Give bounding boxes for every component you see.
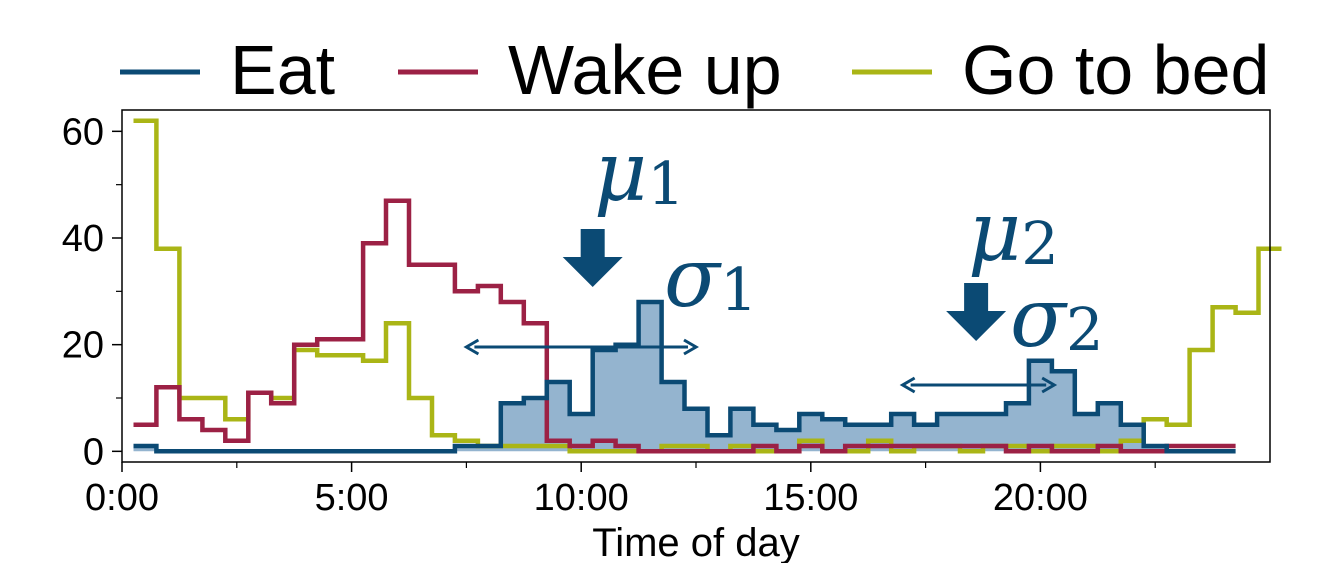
mean-arrow-shaft [580, 229, 605, 259]
std-arrow-right-head [1041, 376, 1058, 394]
std-arrow-1 [463, 338, 699, 356]
x-tick-label: 20:00 [993, 477, 1088, 519]
x-axis-label: Time of day [592, 521, 799, 563]
sigma-1-label: σ1 [664, 231, 758, 326]
y-tick-label: 60 [62, 111, 104, 153]
sigma-2-label: σ2 [1010, 271, 1104, 366]
mean-arrow-1 [562, 229, 623, 287]
x-axis-ticks: 0:00 5:00 10:00 15:00 20:00 [85, 462, 1156, 519]
mean-arrow-head [562, 257, 623, 287]
x-tick-label: 15:00 [763, 477, 858, 519]
series-line-wake-up [133, 198, 1236, 454]
std-arrow-right-head [683, 338, 699, 356]
mean-arrow-2 [946, 283, 1007, 341]
y-tick-label: 40 [62, 218, 104, 260]
legend-label: Eat [230, 31, 335, 109]
eat-area-fill [133, 302, 1236, 452]
mean-arrow-head [946, 311, 1007, 341]
series-line-eat [133, 299, 1236, 454]
mean-arrow-shaft [964, 283, 989, 313]
x-tick-label: 10:00 [534, 477, 629, 519]
mu-2-label: μ2 [968, 185, 1059, 280]
series-line-go-to-bed [133, 118, 1282, 454]
x-tick-label: 5:00 [315, 477, 389, 519]
y-tick-label: 20 [62, 325, 104, 367]
y-tick-label: 0 [83, 431, 104, 473]
mu-1-label: μ1 [594, 125, 685, 220]
y-axis-ticks: 0 20 40 60 [62, 111, 122, 473]
legend-label: Go to bed [962, 31, 1269, 109]
series-layer [133, 118, 1282, 454]
std-arrow-left-head [463, 338, 480, 356]
std-arrow-left-head [899, 376, 916, 394]
std-arrow-2 [899, 376, 1058, 394]
eat-fill-layer [133, 302, 1236, 452]
legend: Eat Wake up Go to bed [120, 31, 1269, 109]
x-tick-label: 0:00 [85, 477, 159, 519]
legend-label: Wake up [508, 31, 782, 109]
